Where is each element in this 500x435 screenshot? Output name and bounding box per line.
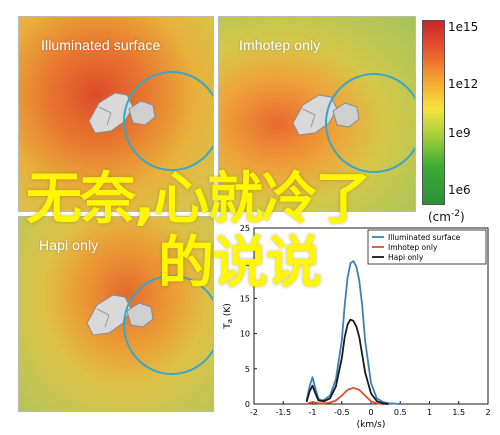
y-tick-label: 5 bbox=[245, 365, 250, 374]
region-circle bbox=[123, 71, 213, 171]
y-tick-label: 0 bbox=[245, 400, 250, 409]
x-tick-label: -0.5 bbox=[334, 408, 350, 417]
map-panel-illuminated: Illuminated surface bbox=[18, 16, 214, 212]
y-tick-label: 25 bbox=[240, 224, 250, 233]
legend-label: Illuminated surface bbox=[388, 233, 461, 242]
x-tick-label: -1.5 bbox=[275, 408, 291, 417]
series-line-0 bbox=[305, 260, 401, 405]
x-axis-label: (km/s) bbox=[357, 420, 386, 430]
series-line-2 bbox=[305, 318, 389, 405]
colorbar-gradient bbox=[422, 20, 445, 205]
legend-label: Imhotep only bbox=[388, 243, 438, 252]
panel-title: Imhotep only bbox=[239, 37, 321, 53]
colorbar-tick: 1e12 bbox=[448, 77, 479, 91]
x-tick-label: 0 bbox=[368, 408, 373, 417]
y-axis-label: Ta (K) bbox=[223, 303, 234, 330]
x-tick-label: -1 bbox=[309, 408, 317, 417]
y-tick-label: 20 bbox=[240, 259, 250, 268]
colorbar-tick: 1e9 bbox=[448, 126, 471, 140]
x-tick-label: -2 bbox=[250, 408, 258, 417]
map-panel-hapi: Hapi only bbox=[18, 216, 214, 412]
colorbar-tick: 1e6 bbox=[448, 183, 471, 197]
y-tick-label: 10 bbox=[240, 330, 250, 339]
map-panel-imhotep: Imhotep only bbox=[218, 16, 416, 212]
colorbar: 1e15 1e12 1e9 1e6 (cm-2) bbox=[420, 16, 500, 226]
colorbar-unit: (cm-2) bbox=[428, 209, 465, 224]
legend-label: Hapi only bbox=[388, 253, 424, 262]
region-circle bbox=[325, 73, 415, 173]
x-tick-label: 2 bbox=[485, 408, 490, 417]
panel-title: Illuminated surface bbox=[41, 37, 161, 53]
x-tick-label: 1 bbox=[427, 408, 432, 417]
x-tick-label: 0.5 bbox=[394, 408, 407, 417]
x-tick-label: 1.5 bbox=[452, 408, 465, 417]
series-line-1 bbox=[306, 386, 389, 405]
legend-box bbox=[367, 229, 487, 265]
panel-title: Hapi only bbox=[39, 237, 99, 253]
region-circle bbox=[123, 275, 213, 375]
y-tick-label: 15 bbox=[240, 294, 250, 303]
colorbar-tick: 1e15 bbox=[448, 20, 479, 34]
